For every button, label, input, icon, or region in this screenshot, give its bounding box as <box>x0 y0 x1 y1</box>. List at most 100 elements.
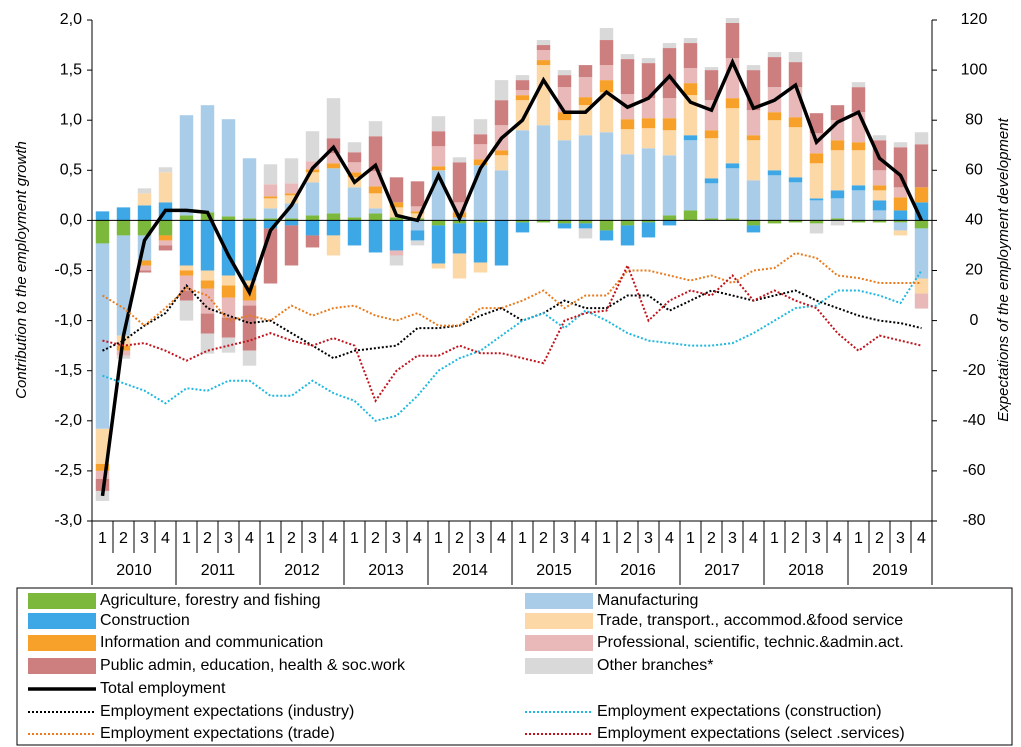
x-group-label: 2012 <box>284 562 320 579</box>
x-tick-label: 2 <box>203 530 212 547</box>
bar-segment <box>767 57 782 88</box>
bar-segment <box>305 161 320 170</box>
bar-segment <box>746 225 761 233</box>
bar-segment <box>179 215 194 221</box>
y2-tick-label: -60 <box>962 462 985 479</box>
bar-segment <box>263 220 278 229</box>
bar-segment <box>557 140 572 221</box>
bar-segment <box>578 65 593 78</box>
bar-segment <box>872 210 887 221</box>
bar-segment <box>494 155 509 171</box>
bar-segment <box>368 220 383 253</box>
x-group-label: 2016 <box>620 562 656 579</box>
bar-segment <box>788 177 803 183</box>
bar-segment <box>305 131 320 162</box>
bar-segment <box>389 255 404 266</box>
bar-segment <box>767 170 782 176</box>
bar-segment <box>704 178 719 184</box>
bar-segment <box>557 75 572 88</box>
bar-segment <box>725 163 740 169</box>
bar-segment <box>851 112 866 143</box>
bar-segment <box>284 225 299 266</box>
bar-segment <box>158 167 173 173</box>
bar-segment <box>179 270 194 276</box>
y2-tick-label: 100 <box>961 61 988 78</box>
bar-segment <box>116 207 131 221</box>
bar-segment <box>536 65 551 126</box>
bar-segment <box>746 140 761 181</box>
bar-segment <box>263 208 278 219</box>
y2-tick-label: 20 <box>965 262 983 279</box>
bar-segment <box>914 278 929 294</box>
bar-segment <box>914 144 929 188</box>
legend-swatch <box>28 658 96 674</box>
bar-segment <box>137 205 152 221</box>
bar-segment <box>872 200 887 211</box>
legend-label: Professional, scientific, technic.&admin… <box>597 634 904 651</box>
bar-segment <box>662 155 677 216</box>
bar-segment <box>431 225 446 264</box>
x-tick-label: 1 <box>686 530 695 547</box>
bar-segment <box>830 190 845 199</box>
bar-segment <box>473 165 488 221</box>
bar-segment <box>767 120 782 171</box>
bar-segment <box>620 225 635 246</box>
bar-segment <box>830 105 845 121</box>
bar-segment <box>851 150 866 186</box>
x-tick-label: 2 <box>455 530 464 547</box>
y2-axis-label: Expectations of the employment developme… <box>995 117 1012 421</box>
bar-segment <box>221 285 236 298</box>
x-group-label: 2013 <box>368 562 404 579</box>
bar-segment <box>746 135 761 141</box>
bar-segment <box>641 128 656 149</box>
bar-segment <box>326 163 341 169</box>
y2-tick-label: -20 <box>962 362 985 379</box>
bar-segment <box>620 154 635 221</box>
x-group-label: 2018 <box>788 562 824 579</box>
bar-segment <box>326 235 341 256</box>
bar-segment <box>872 220 887 223</box>
legend-label: Construction <box>100 612 190 629</box>
y-tick-label: -1,5 <box>54 362 82 379</box>
bar-segment <box>557 70 572 76</box>
bar-segment <box>431 220 446 226</box>
bar-segment <box>494 170 509 221</box>
bar-segment <box>662 220 677 226</box>
bar-segment <box>893 210 908 221</box>
bar-segment <box>263 196 278 199</box>
x-tick-label: 1 <box>98 530 107 547</box>
series-line <box>101 251 922 327</box>
bar-segment <box>515 95 530 101</box>
x-tick-label: 3 <box>392 530 401 547</box>
bar-segment <box>263 184 278 197</box>
x-tick-label: 3 <box>224 530 233 547</box>
bar-segment <box>473 144 488 160</box>
x-group-label: 2019 <box>872 562 908 579</box>
bar-segment <box>662 118 677 131</box>
legend-label: Agriculture, forestry and fishing <box>100 592 321 609</box>
x-tick-label: 1 <box>266 530 275 547</box>
bar-segment <box>452 253 467 279</box>
bar-segment <box>557 120 572 141</box>
x-tick-label: 3 <box>896 530 905 547</box>
bar-segment <box>158 245 173 251</box>
y2-tick-label: 60 <box>965 162 983 179</box>
legend-swatch <box>28 613 96 629</box>
legend-label: Employment expectations (industry) <box>100 703 354 720</box>
bar-segment <box>284 158 299 184</box>
bar-segment <box>683 135 698 141</box>
x-tick-label: 2 <box>371 530 380 547</box>
bar-segment <box>872 135 887 141</box>
bar-segment <box>473 262 488 273</box>
bar-segment <box>704 138 719 179</box>
bar-segment <box>536 50 551 61</box>
x-tick-label: 1 <box>434 530 443 547</box>
x-group-label: 2017 <box>704 562 740 579</box>
bar-segment <box>137 220 152 236</box>
y-tick-label: 2,0 <box>60 11 82 28</box>
bar-segment <box>662 43 677 49</box>
x-tick-label: 4 <box>581 530 590 547</box>
y2-tick-label: 0 <box>970 312 979 329</box>
bar-segment <box>578 135 593 221</box>
bar-segment <box>200 280 215 289</box>
